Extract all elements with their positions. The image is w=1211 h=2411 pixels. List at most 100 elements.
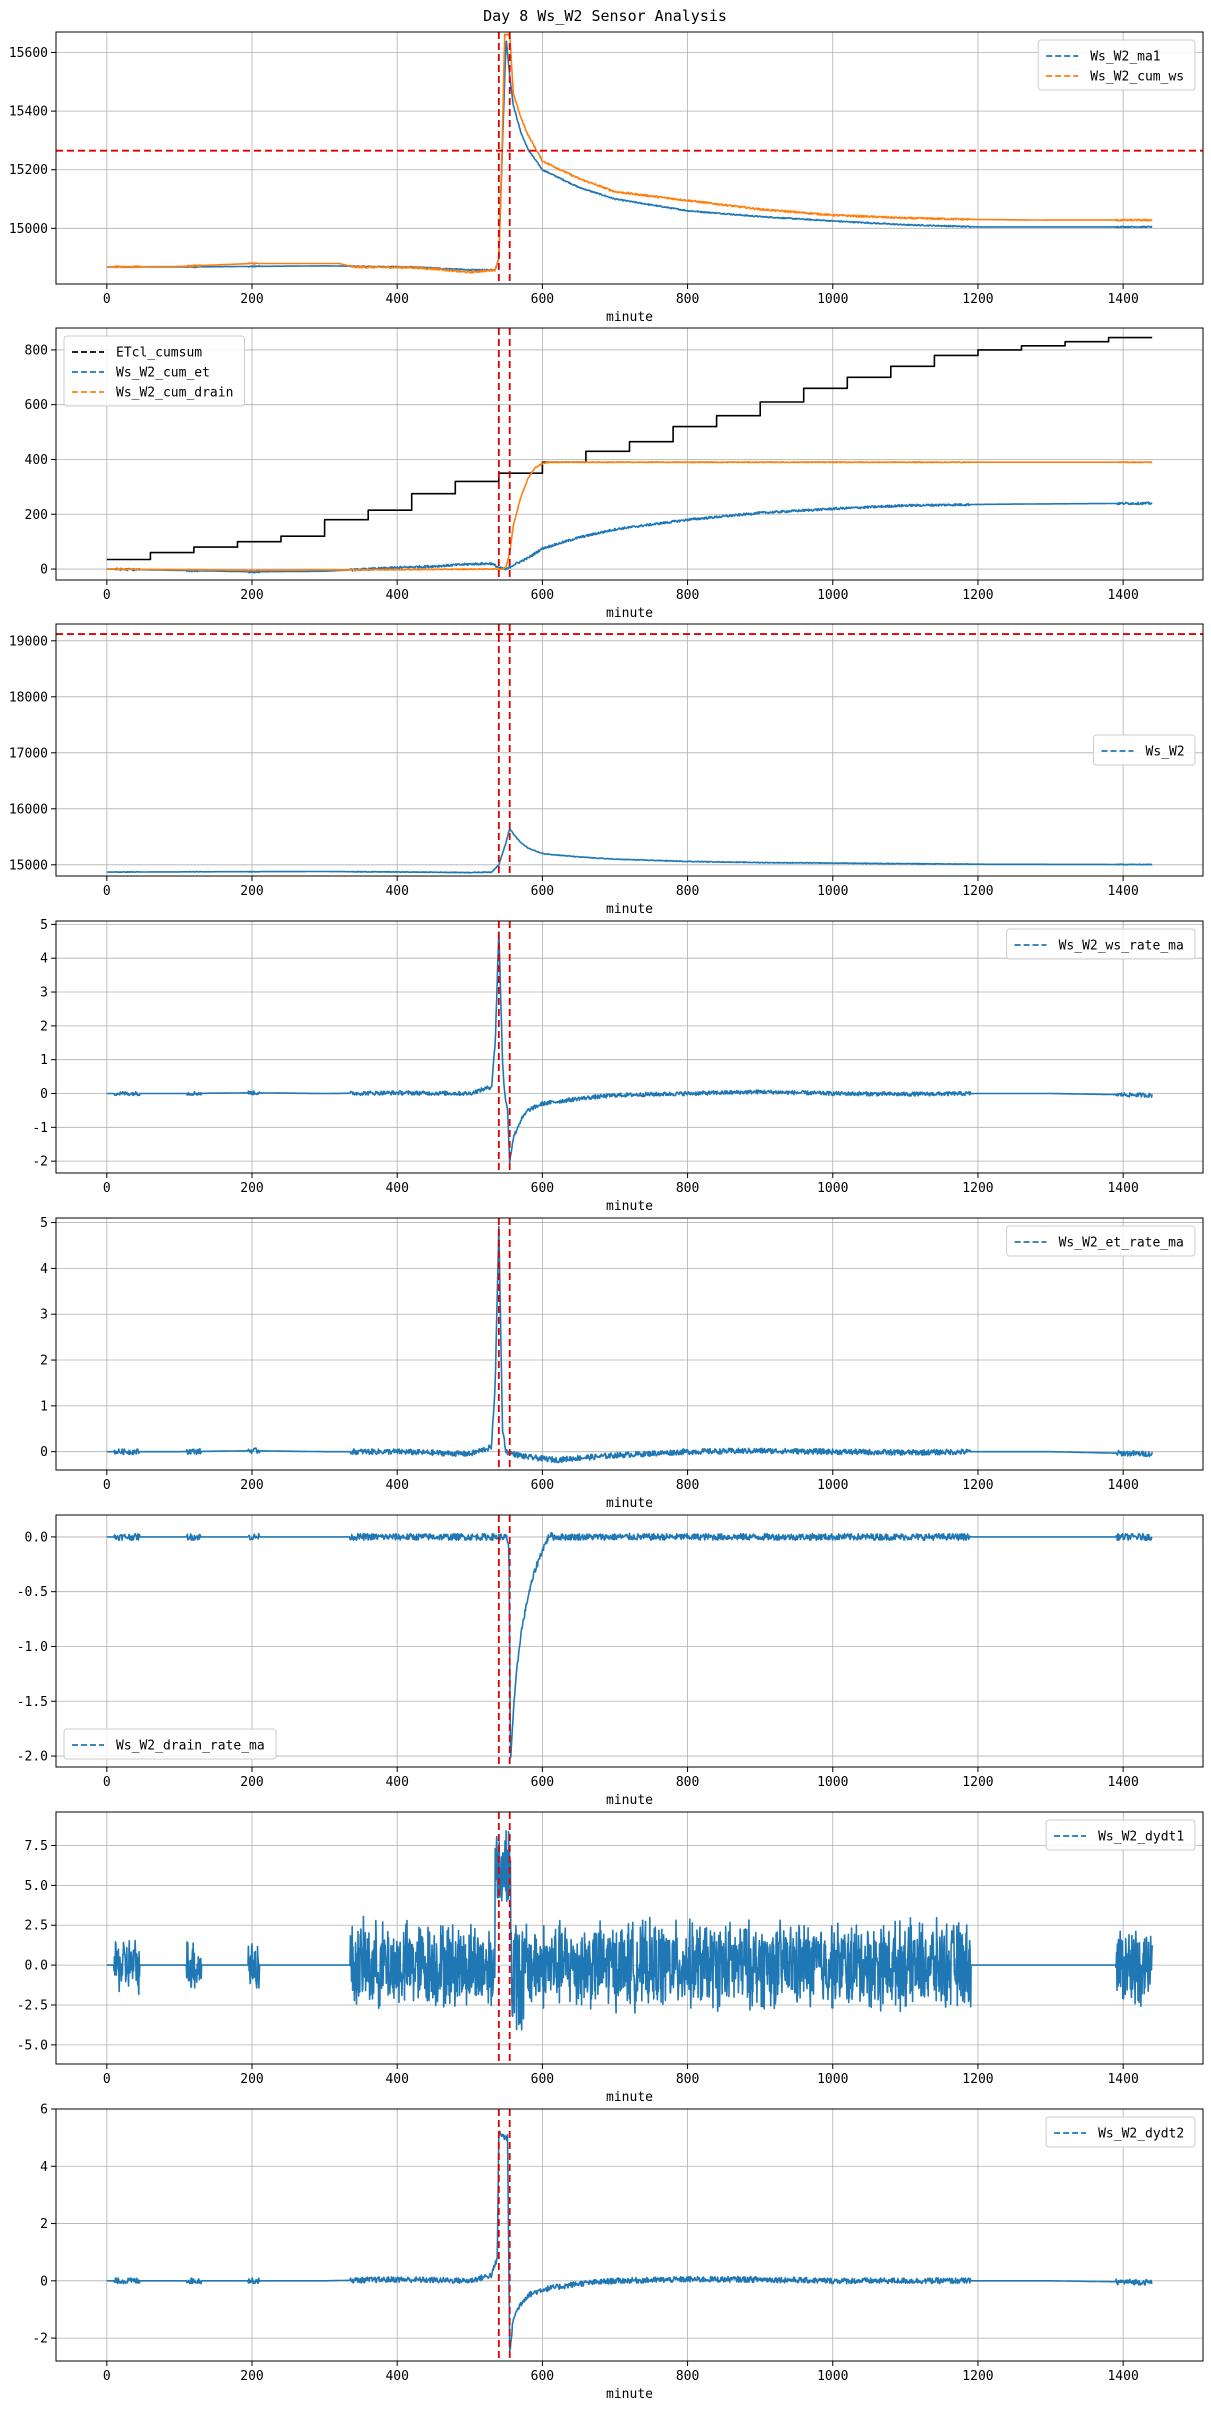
x-tick-label: 1000 xyxy=(817,2369,848,2384)
x-tick-label: 400 xyxy=(385,2369,408,2384)
x-tick-label: 200 xyxy=(240,1478,263,1493)
x-tick-label: 800 xyxy=(676,292,699,307)
legend-label: Ws_W2_cum_ws xyxy=(1090,70,1184,85)
x-axis-label: minute xyxy=(606,2090,653,2105)
axes-frame xyxy=(55,920,1204,1174)
x-tick-label: 0 xyxy=(103,588,111,603)
x-axis-label: minute xyxy=(606,2387,653,2402)
subplot-3: 0 200 400 600 800 1000 1200 1400 15000 16000 17000… xyxy=(9,623,1204,917)
x-tick-label: 200 xyxy=(240,1775,263,1790)
legend-box xyxy=(1006,1225,1196,1257)
legend: Ws_W2_dydt1 xyxy=(1045,1819,1196,1851)
axes-frame xyxy=(55,31,1204,285)
y-tick-label: 6 xyxy=(40,2103,48,2118)
x-tick-label: 1400 xyxy=(1107,292,1138,307)
y-tick-label: 15000 xyxy=(9,222,48,237)
x-tick-label: 1000 xyxy=(817,1181,848,1196)
subplot-7: 0 200 400 600 800 1000 1200 1400 -5.0 -2.5 0.0 2.5 5… xyxy=(17,1811,1204,2105)
legend-label: Ws_W2_cum_et xyxy=(116,366,210,381)
legend: Ws_W2 xyxy=(1093,734,1196,766)
x-tick-label: 200 xyxy=(240,884,263,899)
x-tick-label: 600 xyxy=(531,1478,554,1493)
y-tick-label: 5 xyxy=(40,918,48,933)
x-tick-label: 200 xyxy=(240,588,263,603)
x-tick-label: 1000 xyxy=(817,1478,848,1493)
subplot-5: 0 200 400 600 800 1000 1200 1400 0 1 2 3 4 5 minute Ws_… xyxy=(40,1216,1204,1511)
x-tick-label: 1000 xyxy=(817,292,848,307)
plot-area xyxy=(56,32,1203,284)
y-tick-label: 0 xyxy=(40,1445,48,1460)
subplot-4: 0 200 400 600 800 1000 1200 1400 -2 -1 0 1 2 3 4 5 minut… xyxy=(32,918,1204,1214)
series-line-Ws_W2_ws_rate_ma xyxy=(106,931,1153,1164)
y-tick-label: -1 xyxy=(32,1121,48,1136)
y-tick-label: 400 xyxy=(25,453,48,468)
y-tick-label: 5.0 xyxy=(25,1879,48,1894)
plot-area xyxy=(106,1218,1153,1470)
y-tick-label: 15000 xyxy=(9,858,48,873)
x-tick-label: 800 xyxy=(676,588,699,603)
x-tick-label: 400 xyxy=(385,292,408,307)
legend: Ws_W2_dydt2 xyxy=(1045,2116,1196,2148)
x-tick-label: 200 xyxy=(240,1181,263,1196)
x-tick-label: 0 xyxy=(103,1478,111,1493)
x-axis-label: minute xyxy=(606,606,653,621)
series-line-Ws_W2_drain_rate_ma xyxy=(106,1531,1153,1758)
x-tick-label: 800 xyxy=(676,884,699,899)
legend: Ws_W2_ws_rate_ma xyxy=(1006,928,1196,960)
plot-area xyxy=(106,2109,1153,2361)
y-tick-label: 2.5 xyxy=(25,1919,48,1934)
x-tick-label: 0 xyxy=(103,2369,111,2384)
axes-frame xyxy=(55,623,1204,877)
x-axis-label: minute xyxy=(606,310,653,325)
y-tick-label: -1.0 xyxy=(17,1640,48,1655)
x-tick-label: 600 xyxy=(531,588,554,603)
subplot-6: 0 200 400 600 800 1000 1200 1400 -2.0 -1.5 -1.0 -0.… xyxy=(17,1514,1204,1808)
y-tick-label: 2 xyxy=(40,1019,48,1034)
x-tick-label: 1400 xyxy=(1107,2369,1138,2384)
x-tick-label: 600 xyxy=(531,884,554,899)
legend: Ws_W2_et_rate_ma xyxy=(1006,1225,1196,1257)
legend-box xyxy=(1045,2116,1196,2148)
x-tick-label: 1400 xyxy=(1107,1181,1138,1196)
y-tick-label: 4 xyxy=(40,2160,48,2175)
y-tick-label: 2 xyxy=(40,1354,48,1369)
y-tick-label: 600 xyxy=(25,398,48,413)
x-tick-label: 600 xyxy=(531,1181,554,1196)
legend-label: Ws_W2_drain_rate_ma xyxy=(116,1739,265,1754)
y-tick-label: 2 xyxy=(40,2217,48,2232)
legend: Ws_W2_ma1 Ws_W2_cum_ws xyxy=(1037,39,1196,91)
legend-label: Ws_W2_dydt2 xyxy=(1098,2127,1184,2142)
axes-frame xyxy=(55,327,1204,581)
legend: ETcl_cumsum Ws_W2_cum_et Ws_W2_cum_drain xyxy=(63,335,245,407)
x-tick-label: 0 xyxy=(103,1775,111,1790)
x-axis-label: minute xyxy=(606,1496,653,1511)
series-line-Ws_W2_cum_ws xyxy=(106,33,1153,274)
legend-label: Ws_W2_dydt1 xyxy=(1098,1830,1184,1845)
y-tick-label: 0 xyxy=(40,1087,48,1102)
x-tick-label: 1200 xyxy=(962,1775,993,1790)
x-tick-label: 1400 xyxy=(1107,884,1138,899)
y-tick-label: -0.5 xyxy=(17,1585,48,1600)
y-tick-label: -5.0 xyxy=(17,2038,48,2053)
series-line-Ws_W2_dydt2 xyxy=(106,2130,1153,2352)
x-tick-label: 0 xyxy=(103,884,111,899)
legend-box xyxy=(1093,734,1196,766)
x-tick-label: 1200 xyxy=(962,884,993,899)
x-tick-label: 1200 xyxy=(962,1181,993,1196)
x-tick-label: 1200 xyxy=(962,2369,993,2384)
x-tick-label: 1200 xyxy=(962,2072,993,2087)
plot-area xyxy=(106,328,1153,580)
x-tick-label: 200 xyxy=(240,2369,263,2384)
y-tick-label: 17000 xyxy=(9,746,48,761)
legend: Ws_W2_drain_rate_ma xyxy=(63,1728,277,1760)
subplot-grid: 0 200 400 600 800 1000 1200 1400150001520015400… xyxy=(9,31,1204,2402)
x-tick-label: 0 xyxy=(103,1181,111,1196)
series-line-Ws_W2_cum_drain xyxy=(106,461,1153,572)
y-tick-label: 19000 xyxy=(9,634,48,649)
x-tick-label: 200 xyxy=(240,2072,263,2087)
axes-frame xyxy=(55,1514,1204,1768)
x-tick-label: 1200 xyxy=(962,292,993,307)
series-line-Ws_W2_dydt1 xyxy=(106,1830,1153,2031)
x-tick-label: 400 xyxy=(385,1181,408,1196)
